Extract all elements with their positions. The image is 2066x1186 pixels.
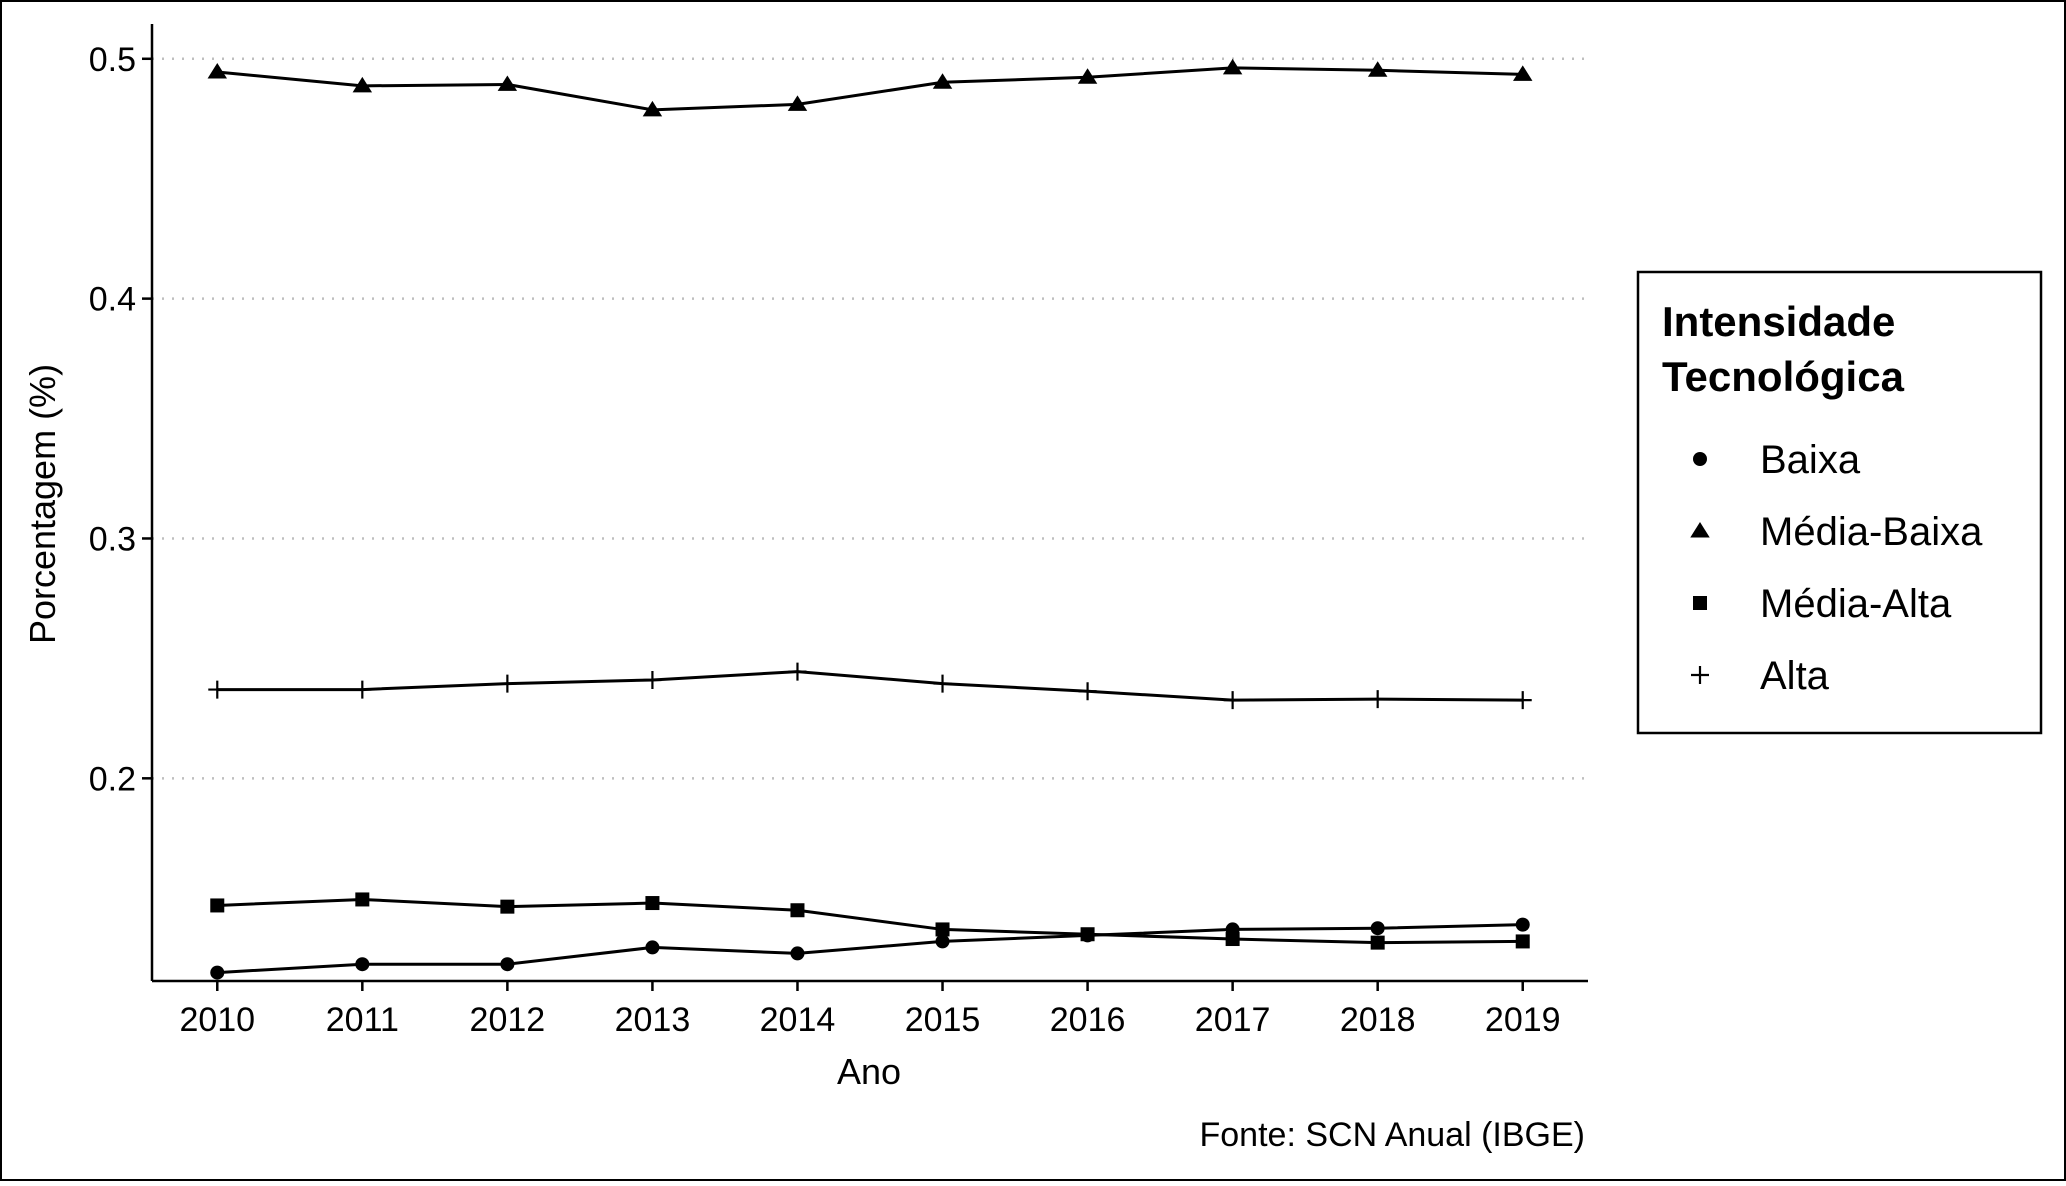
data-point (208, 680, 227, 699)
legend-label: Média-Alta (1760, 582, 1952, 626)
legend-item: Média-Baixa (1690, 510, 1983, 554)
legend-key (1690, 522, 1710, 538)
x-tick-label: 2010 (179, 1001, 255, 1039)
data-point (1370, 935, 1385, 950)
legend-key (1693, 596, 1707, 610)
data-point (643, 670, 662, 689)
data-point (932, 73, 953, 89)
legend-title-line1: Intensidade (1662, 298, 1895, 345)
x-axis-label: Ano (837, 1051, 901, 1092)
series-square (210, 892, 1530, 950)
data-point (352, 76, 373, 93)
legend: Intensidade Tecnológica Baixa Média-Baixa… (1636, 270, 2043, 735)
data-point (1515, 934, 1530, 949)
y-tick-label: 0.4 (89, 281, 136, 319)
data-point (210, 898, 225, 913)
data-point (642, 100, 663, 117)
series-line (217, 670, 1523, 702)
data-point (1513, 691, 1532, 710)
data-point (1368, 690, 1387, 709)
data-point (355, 892, 370, 907)
data-point (1077, 68, 1098, 84)
caption: Fonte: SCN Anual (IBGE) (1200, 1116, 1586, 1154)
data-point (498, 674, 517, 693)
data-point (935, 934, 950, 949)
x-tick-label: 2016 (1050, 1001, 1126, 1039)
axis-ticks: 0.2 0.3 0.4 0.5 2010 2011 2012 2013 2014 2015 2016… (89, 41, 1561, 1039)
data-point (935, 922, 950, 937)
series-line (217, 923, 1523, 975)
series-line (217, 66, 1523, 112)
data-point (645, 940, 660, 955)
x-tick-label: 2015 (905, 1001, 981, 1039)
data-point (790, 946, 805, 961)
data-point (353, 680, 372, 699)
series-layer (207, 58, 1533, 980)
legend-title-line2: Tecnológica (1662, 353, 1905, 400)
data-point (1515, 917, 1530, 932)
data-point (1222, 58, 1243, 75)
legend-label: Alta (1760, 654, 1830, 698)
x-tick-label: 2011 (326, 1001, 399, 1039)
legend-box (1636, 270, 2043, 735)
legend-item: Média-Alta (1693, 582, 1952, 626)
series-triangle (207, 58, 1533, 117)
legend-key (1693, 452, 1707, 466)
data-point (790, 903, 805, 918)
data-point (1080, 927, 1095, 942)
data-point (497, 75, 518, 91)
x-tick-label: 2013 (615, 1001, 691, 1039)
x-tick-label: 2012 (470, 1001, 546, 1039)
data-point (500, 957, 515, 972)
data-point (1225, 932, 1240, 947)
series-plus (208, 662, 1532, 710)
x-tick-label: 2017 (1195, 1001, 1271, 1039)
x-tick-label: 2019 (1485, 1001, 1561, 1039)
legend-key (1691, 666, 1709, 684)
y-axis-label: Porcentagem (%) (22, 364, 63, 644)
series-line (217, 897, 1523, 945)
x-tick-label: 2014 (760, 1001, 836, 1039)
data-point (645, 896, 660, 911)
data-point (933, 674, 952, 693)
legend-items: Baixa Média-Baixa Média-Alta Alta (1690, 438, 1983, 698)
data-point (1078, 682, 1097, 701)
legend-item: Baixa (1693, 438, 1861, 482)
y-tick-label: 0.3 (89, 520, 136, 558)
data-point (355, 957, 370, 972)
data-point (500, 899, 515, 914)
data-point (788, 662, 807, 681)
data-point (207, 62, 227, 79)
data-point (787, 95, 808, 111)
axes (150, 24, 1588, 983)
data-point (1370, 921, 1385, 936)
data-point (1367, 61, 1388, 77)
y-tick-label: 0.2 (89, 760, 136, 798)
data-point (1223, 691, 1242, 710)
data-point (1513, 65, 1533, 81)
x-tick-label: 2018 (1340, 1001, 1416, 1039)
legend-label: Baixa (1760, 438, 1861, 482)
legend-label: Média-Baixa (1760, 510, 1983, 554)
y-tick-label: 0.5 (89, 41, 136, 79)
data-point (210, 965, 225, 980)
legend-item: Alta (1691, 654, 1830, 698)
